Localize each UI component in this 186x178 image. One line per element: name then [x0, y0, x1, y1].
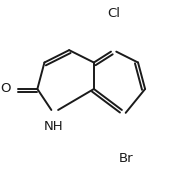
Text: Cl: Cl — [107, 7, 120, 20]
Text: O: O — [0, 82, 11, 96]
Text: NH: NH — [44, 120, 63, 133]
Text: Br: Br — [118, 152, 133, 165]
